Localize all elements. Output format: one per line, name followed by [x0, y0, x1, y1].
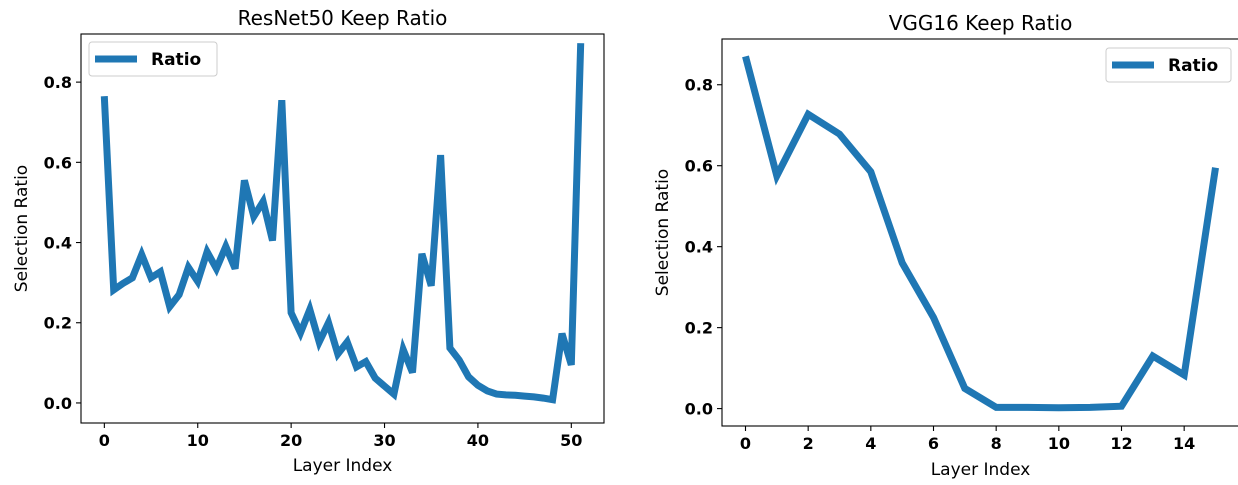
- chart-title: ResNet50 Keep Ratio: [238, 6, 448, 30]
- y-tick-label: 0.2: [685, 319, 713, 338]
- plot-frame: [721, 38, 1238, 427]
- x-tick-label: 30: [373, 431, 395, 450]
- legend-box: [1105, 47, 1232, 83]
- x-tick-label: 12: [1110, 434, 1132, 453]
- x-tick-label: 6: [928, 434, 939, 453]
- y-axis-label: Selection Ratio: [12, 165, 32, 292]
- x-tick-label: 0: [99, 431, 110, 450]
- y-tick-label: 0.0: [685, 400, 713, 419]
- legend: Ratio: [88, 41, 218, 77]
- y-tick-label: 0.0: [44, 394, 72, 413]
- x-tick-label: 0: [740, 434, 751, 453]
- x-tick-label: 50: [560, 431, 582, 450]
- series-line-ratio: [742, 55, 1219, 412]
- chart-title: VGG16 Keep Ratio: [889, 11, 1073, 35]
- x-axis-label: Layer Index: [931, 460, 1031, 480]
- vgg16-chart: VGG16 Keep Ratio 0 2 4 6 8 10 12 14 0.0 0.2 0.4 0.6 0…: [653, 11, 1238, 480]
- y-tick-label: 0.6: [685, 157, 713, 176]
- legend-label: Ratio: [151, 50, 201, 70]
- y-tick-label: 0.8: [44, 73, 72, 92]
- y-tick-label: 0.4: [44, 234, 72, 253]
- plot-frame: [80, 33, 605, 424]
- x-tick-label: 2: [803, 434, 814, 453]
- x-tick-label: 14: [1173, 434, 1195, 453]
- y-tick-label: 0.6: [44, 153, 72, 172]
- resnet50-chart: ResNet50 Keep Ratio 0 10 20 30 40 50 0.0 0.2 0.4 0…: [12, 6, 605, 476]
- x-tick-label: 10: [1048, 434, 1070, 453]
- x-tick-label: 40: [467, 431, 489, 450]
- y-tick-label: 0.8: [685, 76, 713, 95]
- y-axis-label: Selection Ratio: [653, 169, 673, 296]
- x-tick-label: 20: [280, 431, 302, 450]
- x-axis-label: Layer Index: [293, 456, 393, 476]
- legend-label: Ratio: [1168, 56, 1218, 76]
- legend: Ratio: [1105, 47, 1232, 83]
- x-tick-label: 4: [865, 434, 876, 453]
- series-line-ratio: [100, 43, 585, 404]
- x-tick-label: 8: [991, 434, 1002, 453]
- x-tick-label: 10: [187, 431, 209, 450]
- y-tick-label: 0.4: [685, 238, 713, 257]
- y-tick-label: 0.2: [44, 314, 72, 333]
- legend-box: [88, 41, 218, 77]
